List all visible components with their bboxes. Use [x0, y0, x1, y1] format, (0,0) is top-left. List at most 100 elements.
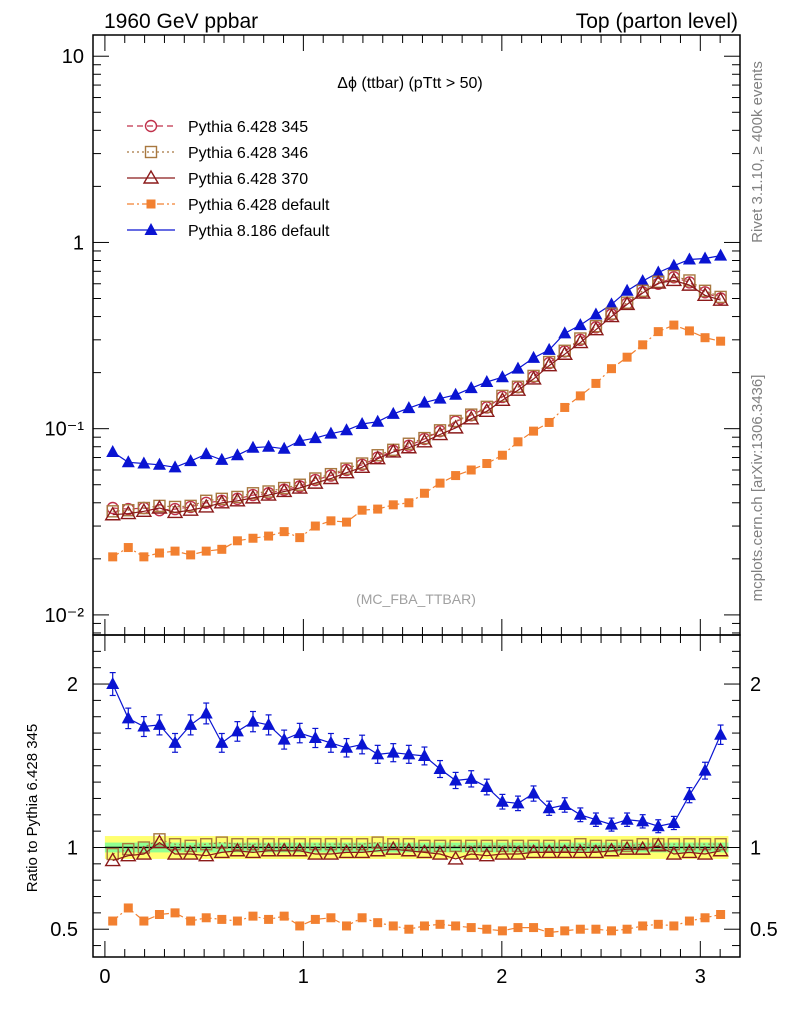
ratio-point-p370 [712, 842, 729, 857]
ratio-point-p6def [451, 921, 461, 931]
main-point-p346 [698, 284, 712, 297]
ratio-point-p6def [310, 914, 320, 924]
ratio-point-p6def [279, 911, 289, 921]
ratio-point-p346 [433, 839, 447, 853]
main-point-p8def [511, 361, 525, 374]
ratio-series-line-p346 [112, 838, 721, 855]
ratio-point-p6def [154, 910, 164, 920]
main-point-p370 [525, 370, 542, 385]
main-point-p6def [342, 517, 352, 527]
ratio-point-p370 [431, 845, 449, 860]
main-point-p8def [371, 414, 385, 427]
ratio-point-p6def [373, 918, 383, 928]
main-point-p8def [682, 252, 696, 265]
main-point-p370 [447, 419, 464, 434]
ratio-point-p8def [402, 747, 416, 760]
main-point-p370 [478, 402, 496, 417]
ratio-point-p370 [151, 834, 168, 849]
ratio-point-p346 [589, 839, 603, 853]
main-point-p8def [355, 416, 369, 429]
ratio-point-p346 [714, 838, 727, 851]
legend-marker-p346 [144, 145, 158, 159]
ratio-point-p346 [558, 839, 571, 853]
main-point-p346 [496, 389, 509, 403]
ratio-point-p8def [230, 724, 244, 737]
ratio-point-p370 [650, 837, 667, 852]
ratio-point-p8def [604, 817, 618, 830]
ratio-x-tick-label: 3 [695, 966, 706, 988]
ratio-y-tick-label: 1 [67, 837, 78, 859]
ratio-point-p370 [385, 840, 402, 855]
main-point-p370 [135, 502, 153, 518]
header-left-title: 1960 GeV ppbar [104, 10, 258, 33]
main-point-p6def [466, 465, 476, 475]
main-point-p6def [123, 543, 133, 553]
main-point-p6def [700, 333, 710, 343]
main-series-p8def [106, 248, 728, 473]
ratio-point-p370 [322, 845, 340, 860]
ratio-point-p6def [435, 919, 445, 929]
main-point-p370 [213, 494, 231, 509]
ratio-point-p370 [135, 845, 153, 860]
main-point-p346 [262, 485, 275, 498]
main-point-p346 [449, 414, 462, 428]
ratio-series-p346 [106, 833, 727, 861]
ratio-x-tick-label: 1 [298, 966, 309, 988]
ratio-point-p6def [326, 913, 336, 923]
ratio-point-p6def [217, 914, 227, 924]
main-y-tick-label: 10 [62, 46, 84, 68]
legend-label: Pythia 6.428 default [188, 197, 330, 214]
ratio-point-p6def [264, 914, 274, 924]
ratio-point-p346 [465, 839, 478, 853]
legend-entry-p6def: Pythia 6.428 default [127, 197, 330, 214]
ratio-point-p6def [186, 916, 196, 926]
ratio-point-p346 [231, 838, 244, 851]
ratio-point-p346 [137, 841, 151, 854]
main-annotation: (MC_FBA_TTBAR) [356, 591, 476, 607]
main-series-group [104, 248, 729, 562]
ratio-point-p346 [246, 838, 260, 851]
legend-marker-p370 [142, 169, 160, 184]
main-point-p6def [357, 505, 367, 515]
ratio-point-p6def [466, 923, 476, 933]
ratio-point-p6def [123, 903, 133, 913]
ratio-point-p6def [482, 924, 492, 934]
ratio-point-p6def [575, 924, 585, 934]
ratio-point-p370 [166, 845, 184, 860]
ratio-point-p6def [342, 921, 352, 931]
main-point-p6def [201, 546, 211, 556]
ratio-point-p346 [542, 839, 556, 853]
ratio-point-p6def [606, 926, 616, 936]
main-point-p6def [419, 488, 429, 498]
main-point-p6def [497, 450, 507, 460]
ratio-x-tick-labels: 0 1 2 3 [99, 966, 706, 988]
ratio-point-p370 [416, 844, 433, 859]
ratio-point-p8def [293, 726, 307, 739]
ratio-x-tick-label: 2 [496, 966, 507, 988]
ratio-point-p346 [620, 839, 634, 853]
ratio-point-p370 [618, 840, 636, 855]
main-point-p8def [495, 370, 509, 383]
ratio-point-p346 [309, 838, 322, 851]
ratio-point-p8def [464, 771, 478, 784]
ratio-point-p346 [683, 838, 696, 851]
main-point-p346 [231, 490, 244, 504]
ratio-point-p8def [199, 706, 213, 719]
main-plot-title: Δϕ (ttbar) (pTtt > 50) [337, 75, 482, 92]
main-point-p6def [186, 550, 196, 560]
main-point-p6def [295, 533, 305, 543]
main-point-p346 [714, 290, 727, 304]
ratio-point-p8def [527, 786, 541, 799]
ratio-point-p8def [152, 717, 166, 730]
ratio-series-p6def [108, 903, 726, 937]
main-point-p370 [540, 357, 558, 372]
main-point-p346 [355, 457, 369, 470]
main-point-p370 [587, 321, 605, 336]
main-point-p6def [606, 364, 616, 374]
main-point-p8def [246, 440, 260, 453]
ratio-point-p8def [511, 796, 525, 809]
ratio-point-p6def [684, 916, 694, 926]
main-point-p346 [465, 408, 478, 421]
ratio-point-p8def [573, 807, 587, 820]
main-point-p370 [166, 504, 184, 519]
